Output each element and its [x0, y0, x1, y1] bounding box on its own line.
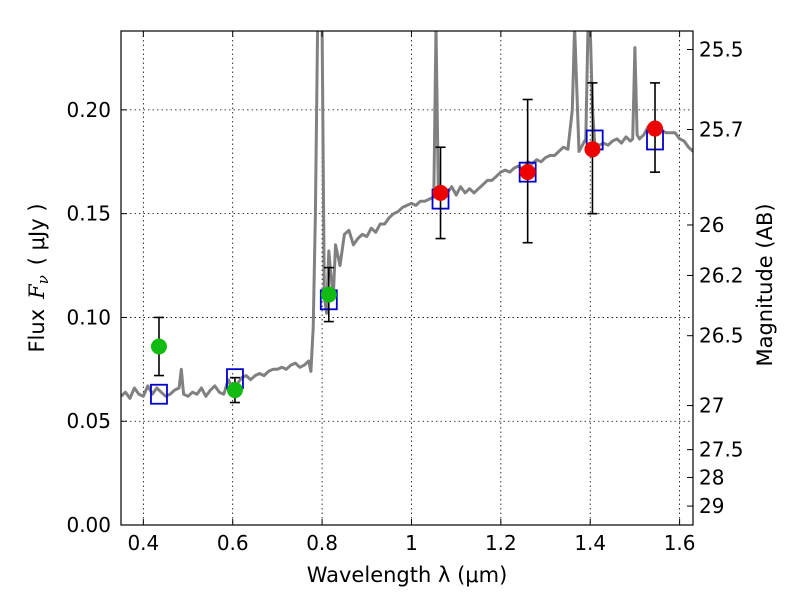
nir-data-point: [519, 164, 536, 181]
nir-data-point: [647, 120, 664, 137]
y2-tick-label: 26.5: [699, 324, 744, 348]
y-tick-label: 0.00: [66, 513, 111, 537]
x-tick-label: 1: [405, 531, 418, 555]
svg-text:FluxFν( μJy ): Flux Fν ( μJy ): [25, 203, 52, 352]
y-axis-label-symbol: F: [25, 283, 49, 300]
plot-frame: [120, 30, 694, 526]
x-tick-label: 0.4: [127, 531, 159, 555]
y-axis-label-prefix: Flux: [25, 309, 49, 353]
y2-tick-label: 25.7: [699, 117, 744, 141]
y2-tick-label: 26.2: [699, 263, 744, 287]
ticks: 0.4 0.6 0.8 1 1.2 1.4 1.6 0.00 0.05 0.10 0.15 0.20 2…: [66, 31, 744, 555]
y-axis-label: Flux Fν ( μJy ): [25, 203, 52, 352]
nir-data-point: [432, 184, 449, 201]
optical-data-point: [226, 382, 243, 399]
optical-data-point: [320, 286, 337, 303]
y2-tick-label: 28: [699, 465, 724, 489]
y2-tick-label: 27: [699, 394, 724, 418]
y-axis-label-subscript: ν: [34, 275, 52, 284]
y-tick-label: 0.10: [66, 305, 111, 329]
y-axis-label-unit: ( μJy ): [25, 203, 49, 265]
y2-tick-label: 26: [699, 213, 724, 237]
x-tick-label: 0.8: [306, 531, 338, 555]
y-tick-label: 0.05: [66, 409, 111, 433]
x-tick-label: 1.2: [485, 531, 517, 555]
y2-tick-label: 25.5: [699, 38, 744, 62]
x-tick-label: 1.6: [664, 531, 696, 555]
y2-axis-label: Magnitude (AB): [753, 203, 777, 366]
y2-tick-label: 27.5: [699, 438, 744, 462]
y2-tick-label: 29: [699, 494, 724, 518]
sed-line: [121, 31, 693, 400]
sed-line-layer: [121, 31, 693, 400]
nir-data-point: [584, 141, 601, 158]
x-axis-label: Wavelength λ (μm): [307, 563, 508, 587]
grid: [121, 31, 693, 526]
y-tick-label: 0.15: [66, 202, 111, 226]
x-tick-label: 0.6: [217, 531, 249, 555]
optical-data-point: [150, 338, 167, 355]
y-tick-label: 0.20: [66, 98, 111, 122]
marker-layer: [150, 82, 664, 405]
x-tick-label: 1.4: [574, 531, 606, 555]
model-square-marker: [150, 383, 168, 405]
